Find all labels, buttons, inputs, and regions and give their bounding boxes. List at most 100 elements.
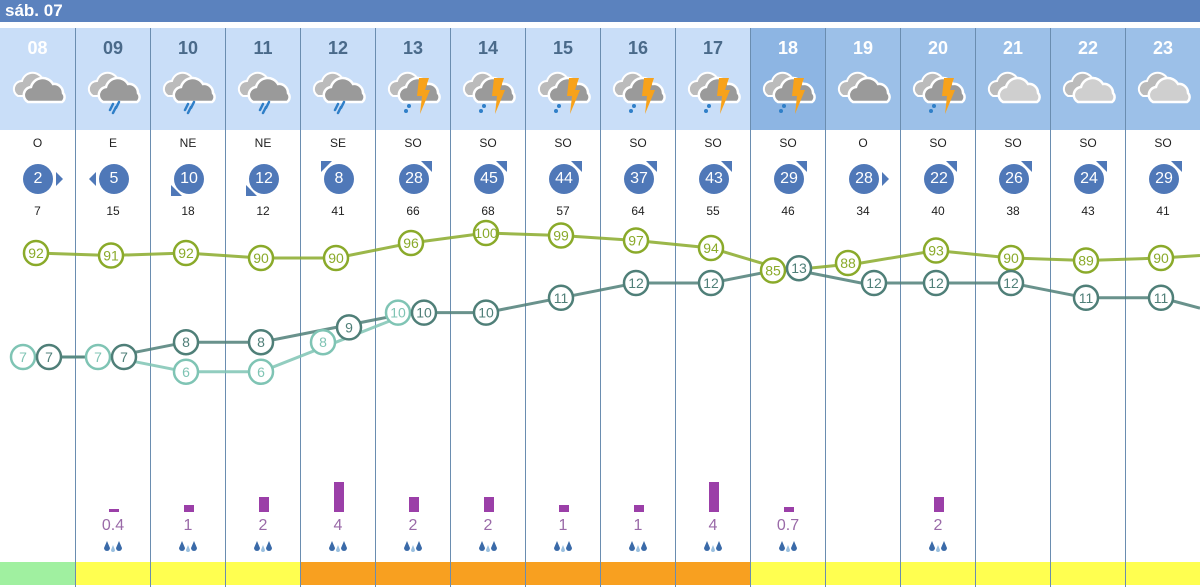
- precip-value: 1: [558, 517, 568, 534]
- rain-drops-icon: [526, 540, 600, 559]
- hour-column: 08 O 2 7: [0, 28, 75, 587]
- hour-header: 11: [226, 28, 300, 130]
- wind-arrow-icon: [571, 161, 582, 172]
- risk-strip: [676, 562, 750, 585]
- risk-strip: [526, 562, 600, 585]
- wind-arrow-icon: [56, 172, 63, 186]
- rain-drops-icon: [901, 540, 975, 559]
- hour-label: 13: [402, 38, 424, 58]
- risk-strip: [976, 562, 1050, 585]
- precip-value: 1: [633, 517, 643, 534]
- hour-header: 23: [1126, 28, 1200, 130]
- wind-arrow-icon: [946, 161, 957, 172]
- wind-direction: NE: [179, 136, 197, 150]
- wind-gust: 64: [631, 204, 645, 218]
- hour-header: 18: [751, 28, 825, 130]
- precip-value: 4: [708, 517, 718, 534]
- hour-column: 20 SO 22 40 2: [900, 28, 975, 587]
- risk-strip: [226, 562, 300, 585]
- cloud-rain-icon: [226, 66, 300, 126]
- hour-column: 23 SO 29 41: [1125, 28, 1200, 587]
- cloudy-icon: [0, 66, 75, 126]
- wind-gust: 41: [1156, 204, 1170, 218]
- wind-gust: 7: [34, 204, 41, 218]
- hour-label: 12: [327, 38, 349, 58]
- hour-label: 18: [777, 38, 799, 58]
- hour-label: 10: [177, 38, 199, 58]
- hour-header: 21: [976, 28, 1050, 130]
- wind-direction: NE: [254, 136, 272, 150]
- risk-strip: [451, 562, 525, 585]
- wind-arrow-icon: [721, 161, 732, 172]
- wind-direction: SO: [404, 136, 422, 150]
- wind-direction: O: [858, 136, 868, 150]
- wind-speed: 12: [249, 164, 279, 194]
- wind-speed: 43: [699, 164, 729, 194]
- hour-label: 17: [702, 38, 724, 58]
- wind-gust: 55: [706, 204, 720, 218]
- risk-strip: [0, 562, 75, 585]
- hour-header: 12: [301, 28, 375, 130]
- wind-direction: E: [108, 136, 117, 150]
- wind-speed: 2: [23, 164, 53, 194]
- hour-column: 13 SO 28 66 2: [375, 28, 450, 587]
- precip-bar: [109, 509, 119, 512]
- wind-gust: 46: [781, 204, 795, 218]
- rain-drops-icon: [451, 540, 525, 559]
- hour-label: 08: [27, 38, 48, 58]
- hour-column: 10 NE 10 18 1: [150, 28, 225, 587]
- rain-drops-icon: [226, 540, 300, 559]
- precip-value: 4: [333, 517, 343, 534]
- hour-header: 16: [601, 28, 675, 130]
- hour-header: 15: [526, 28, 600, 130]
- rain-drops-icon: [301, 540, 375, 559]
- risk-strip: [151, 562, 225, 585]
- risk-strip: [751, 562, 825, 585]
- hour-column: 12 SE 8 41 4: [300, 28, 375, 587]
- precip-bar: [259, 497, 269, 512]
- hour-column: 11 NE 12 12 2: [225, 28, 300, 587]
- wind-speed: 44: [549, 164, 579, 194]
- wind-direction: SO: [1004, 136, 1022, 150]
- rain-drops-icon: [76, 540, 150, 559]
- cloudy-icon: [826, 66, 900, 126]
- precip-bar: [934, 497, 944, 512]
- wind-direction: SO: [554, 136, 572, 150]
- rain-drops-icon: [376, 540, 450, 559]
- precip-value: 1: [183, 517, 193, 534]
- wind-arrow-icon: [646, 161, 657, 172]
- wind-direction: SO: [929, 136, 947, 150]
- precip-bar: [559, 504, 569, 512]
- precip-bar: [184, 504, 194, 512]
- hour-header: 14: [451, 28, 525, 130]
- wind-direction: SO: [479, 136, 497, 150]
- day-title: sáb. 07: [5, 1, 63, 20]
- wind-direction: SO: [779, 136, 797, 150]
- precip-value: 2: [258, 517, 268, 534]
- precip-value: 0.4: [101, 517, 125, 534]
- wind-speed: 5: [99, 164, 129, 194]
- precip-bar: [409, 497, 419, 512]
- hour-column: 19 O 28 34: [825, 28, 900, 587]
- hour-header: 10: [151, 28, 225, 130]
- wind-direction: SO: [1154, 136, 1172, 150]
- wind-gust: 41: [331, 204, 345, 218]
- wind-speed: 10: [174, 164, 204, 194]
- hour-header: 19: [826, 28, 900, 130]
- wind-speed: 28: [849, 164, 879, 194]
- hour-label: 09: [102, 38, 124, 58]
- wind-gust: 15: [106, 204, 120, 218]
- hour-column: 22 SO 24 43: [1050, 28, 1125, 587]
- hour-label: 16: [627, 38, 649, 58]
- hour-label: 14: [477, 38, 499, 58]
- precip-value: 2: [408, 517, 418, 534]
- wind-gust: 38: [1006, 204, 1020, 218]
- wind-direction: O: [32, 136, 43, 150]
- wind-gust: 40: [931, 204, 945, 218]
- hour-header: 20: [901, 28, 975, 130]
- wind-speed: 29: [774, 164, 804, 194]
- hour-column: 09 E 5 15 0.4: [75, 28, 150, 587]
- risk-strip: [1126, 562, 1200, 585]
- hour-label: 23: [1152, 38, 1174, 58]
- rain-drops-icon: [601, 540, 675, 559]
